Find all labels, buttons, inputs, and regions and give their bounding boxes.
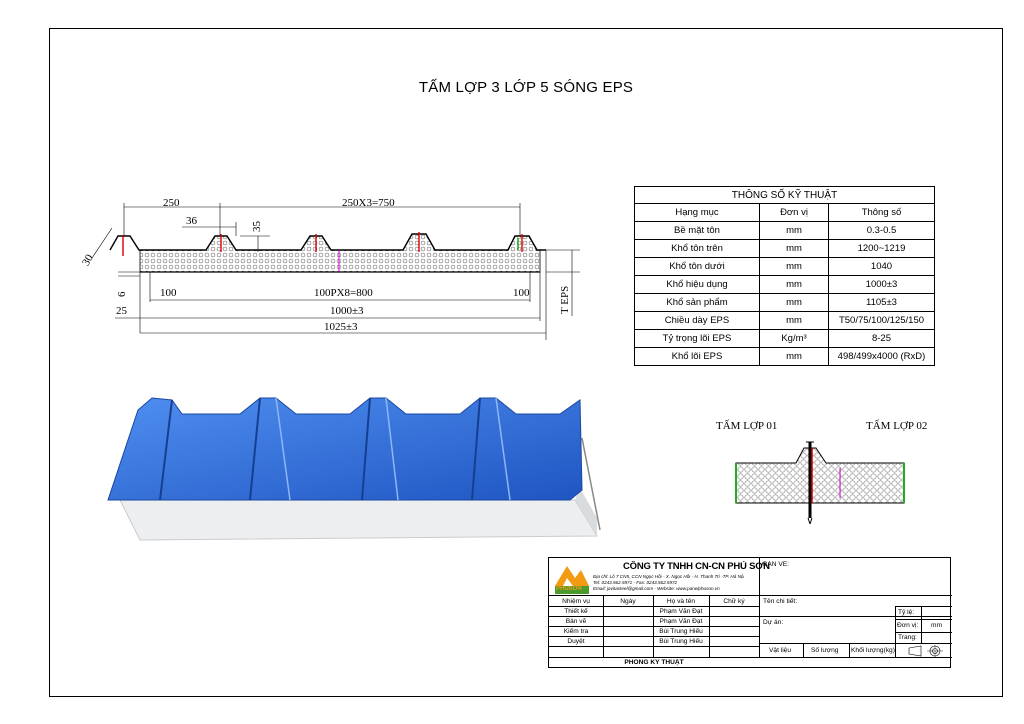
- dim-250: 250: [163, 197, 180, 209]
- spec-item: Khổ lõi EPS: [634, 347, 760, 366]
- spec-item: Bề mặt tôn: [634, 221, 760, 240]
- table-row: Khổ tôn trên mm 1200~1219: [634, 239, 935, 258]
- dim-25: 25: [116, 305, 127, 317]
- spec-table-title: THÔNG SỐ KỸ THUẬT: [634, 186, 935, 204]
- spec-item: Khổ sản phẩm: [634, 293, 760, 312]
- spec-value: T50/75/100/125/150: [828, 311, 935, 330]
- th-ho-ten: Họ và tên: [666, 598, 696, 605]
- role: Thiết kế: [564, 608, 588, 615]
- spec-unit: mm: [759, 311, 829, 330]
- dim-1000: 1000±3: [330, 305, 364, 317]
- spec-value: 1105±3: [828, 293, 935, 312]
- spec-item: Tỷ trọng lõi EPS: [634, 329, 760, 348]
- person: Bùi Trung Hiếu: [659, 638, 703, 645]
- spec-item: Khổ tôn dưới: [634, 257, 760, 276]
- drawing-title: TẤM LỢP 3 LỚP 5 SÓNG EPS: [418, 79, 634, 96]
- spec-value: 0.3-0.5: [828, 221, 935, 240]
- spec-unit: mm: [759, 257, 829, 276]
- panel-3d-render: [107, 397, 601, 541]
- spec-value: 1200~1219: [828, 239, 935, 258]
- title-block: PHUSON CÔNG TY TNHH CN-CN PHÚ SƠN Địa ch…: [548, 557, 952, 668]
- person: Phạm Văn Đạt: [659, 618, 703, 625]
- table-row: Khổ sản phẩm mm 1105±3: [634, 293, 935, 312]
- joint-detail-drawing: [735, 441, 905, 524]
- projection-symbol-icon: [908, 645, 943, 657]
- role: Bản vẽ: [565, 618, 587, 625]
- person: Phạm Văn Đạt: [659, 608, 703, 615]
- spec-unit: mm: [759, 239, 829, 258]
- dim-t-eps: T EPS: [559, 285, 571, 314]
- spec-value: 1040: [828, 257, 935, 276]
- joint-label-2: TẤM LỢP 02: [866, 420, 928, 432]
- spec-unit: Kg/m³: [759, 329, 829, 348]
- dim-36: 36: [186, 215, 197, 227]
- khoi-luong-label: Khối lượng(kg): [851, 647, 895, 654]
- ty-le-label: Tỷ lệ:: [898, 609, 915, 616]
- so-luong-label: Số lượng: [811, 647, 839, 654]
- company-name: CÔNG TY TNHH CN-CN PHÚ SƠN: [623, 561, 770, 572]
- drawing-sheet: TẤM LỢP 3 LỚP 5 SÓNG EPS: [49, 28, 1003, 697]
- company-tel: Tel: 0243.562.5971 - Fax: 0243.562.5972: [593, 580, 678, 585]
- spec-value: 498/499x4000 (RxD): [828, 347, 935, 366]
- role: Duyệt: [567, 638, 585, 645]
- role: Kiểm tra: [563, 628, 589, 635]
- du-an-label: Dự án:: [763, 619, 784, 626]
- dim-100-left: 100: [160, 287, 177, 299]
- vat-lieu-label: Vật liệu: [769, 647, 791, 654]
- spec-unit: mm: [759, 293, 829, 312]
- th-chu-ky: Chữ ký: [723, 598, 745, 605]
- th-ngay: Ngày: [620, 598, 636, 605]
- don-vi-label: Đơn vị:: [897, 622, 919, 629]
- table-row: Chiều dày EPS mm T50/75/100/125/150: [634, 311, 935, 330]
- dim-750: 250X3=750: [342, 197, 395, 209]
- spec-unit: mm: [759, 347, 829, 366]
- spec-table: THÔNG SỐ KỸ THUẬT Hạng mục Đơn vị Thông …: [634, 186, 935, 366]
- person: Bùi Trung Hiếu: [659, 628, 703, 635]
- table-row: Khổ hiệu dụng mm 1000±3: [634, 275, 935, 294]
- don-vi-value: mm: [931, 622, 942, 629]
- eps-core-section: [139, 233, 541, 273]
- spec-value: 1000±3: [828, 275, 935, 294]
- spec-unit: mm: [759, 221, 829, 240]
- company-logo: [555, 566, 589, 594]
- dim-1025: 1025±3: [324, 321, 358, 333]
- spec-unit: mm: [759, 275, 829, 294]
- table-row: Khổ lõi EPS mm 498/499x4000 (RxD): [634, 347, 935, 366]
- company-email: Email: javitasteel@gmail.com - Website: …: [593, 586, 720, 591]
- th-nhiem-vu: Nhiệm vụ: [562, 598, 590, 605]
- spec-header: Hạng mục: [634, 203, 760, 222]
- spec-item: Khổ tôn trên: [634, 239, 760, 258]
- spec-item: Chiều dày EPS: [634, 311, 760, 330]
- top-steel-skin: [109, 233, 546, 251]
- logo-text: PHUSON: [556, 586, 582, 592]
- spec-header: Đơn vị: [759, 203, 829, 222]
- department: PHÒNG KỸ THUẬT: [624, 659, 684, 666]
- dim-6: 6: [116, 291, 128, 298]
- table-row: Bề mặt tôn mm 0.3-0.5: [634, 221, 935, 240]
- table-row: Tỷ trọng lõi EPS Kg/m³ 8-25: [634, 329, 935, 348]
- ten-chi-tiet-label: Tên chi tiết:: [763, 598, 798, 605]
- dim-800: 100PX8=800: [314, 287, 373, 299]
- joint-label-1: TẤM LỢP 01: [716, 420, 778, 432]
- spec-header: Thông số: [828, 203, 935, 222]
- dim-35: 35: [251, 221, 263, 232]
- table-row: Khổ tôn dưới mm 1040: [634, 257, 935, 276]
- dim-100-right: 100: [513, 287, 530, 299]
- spec-item: Khổ hiệu dụng: [634, 275, 760, 294]
- trang-label: Trang:: [898, 634, 917, 641]
- ban-ve-label: BẢN VẼ:: [763, 561, 790, 568]
- company-address: Địa chỉ: Lô 7 CN5, CCN Ngọc Hồi - X. Ngọ…: [593, 574, 745, 579]
- spec-value: 8-25: [828, 329, 935, 348]
